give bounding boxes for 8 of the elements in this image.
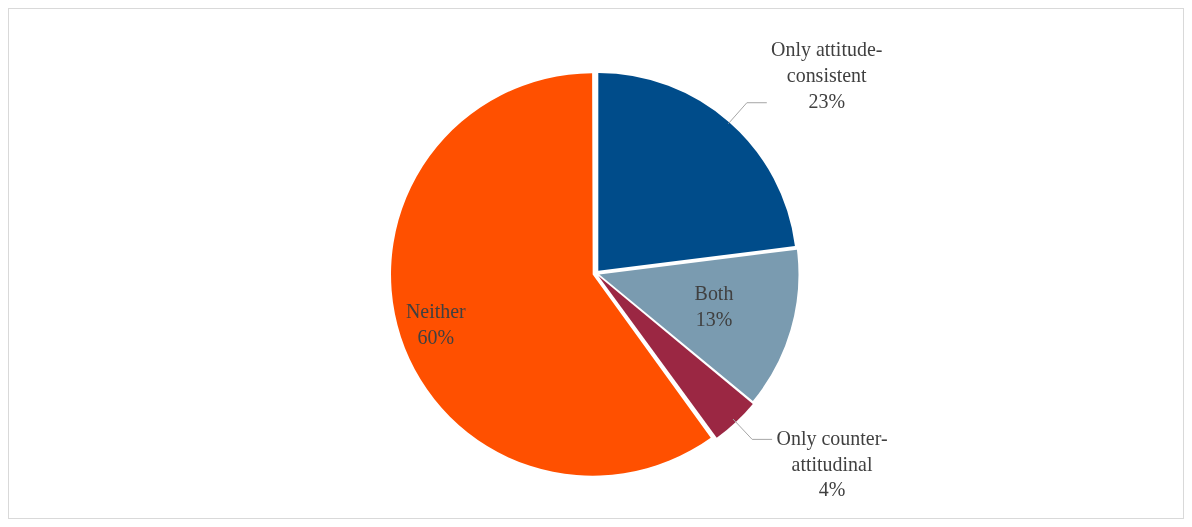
data-label: 4% <box>818 478 846 501</box>
data-label: 60% <box>417 325 455 348</box>
slice-label: Only counter-attitudinal <box>776 426 888 475</box>
slice-label: Both <box>694 281 734 304</box>
slice-label: Only attitude-consistent <box>771 38 883 87</box>
data-label: 23% <box>808 89 846 112</box>
slice-label: Neither <box>405 299 467 322</box>
data-label: 13% <box>695 307 733 330</box>
